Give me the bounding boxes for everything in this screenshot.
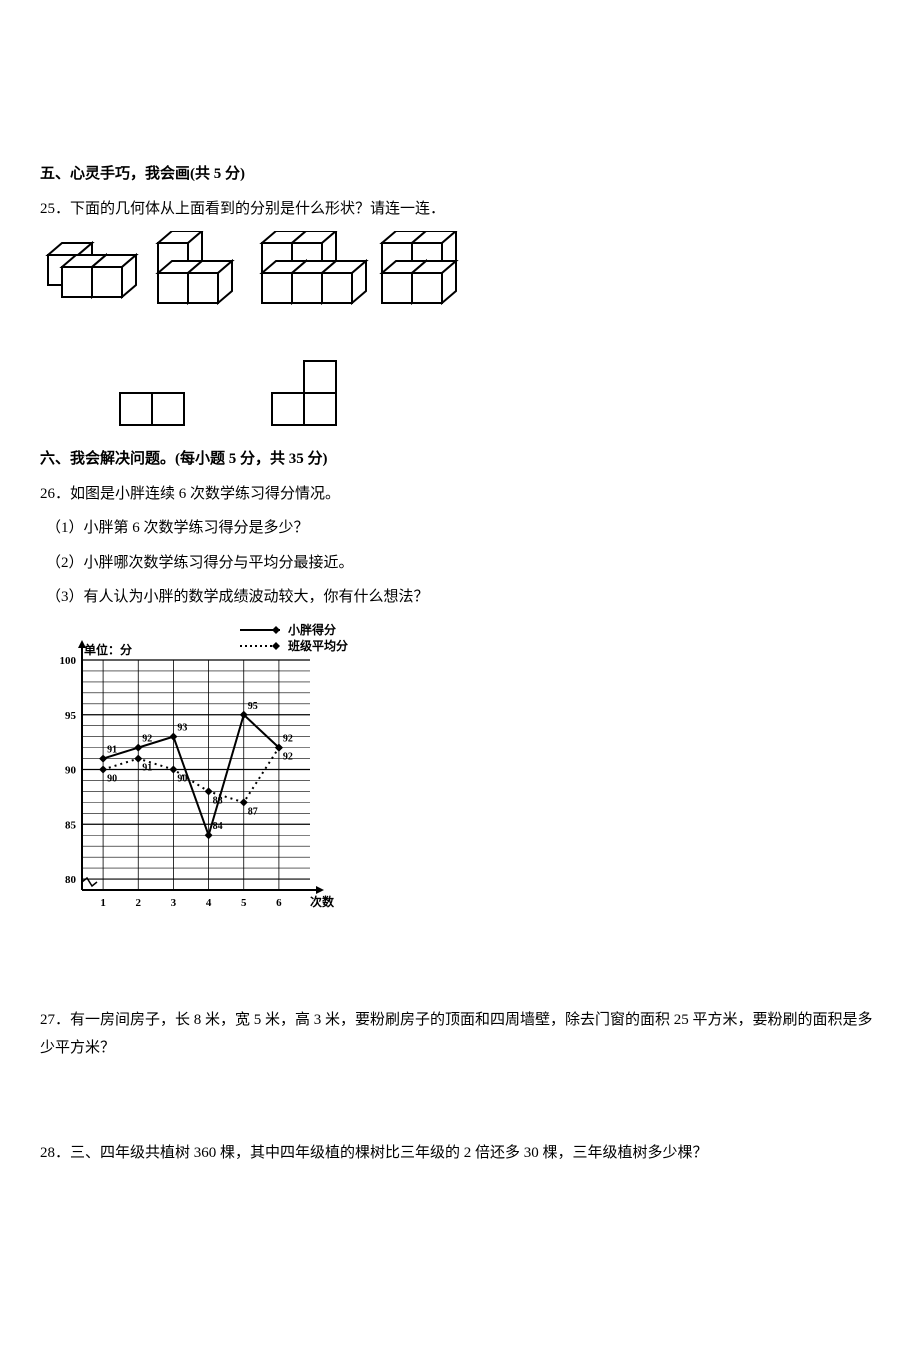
svg-text:6: 6 <box>276 897 282 909</box>
q28-text: 28．三、四年级共植树 360 棵，其中四年级植的棵树比三年级的 2 倍还多 3… <box>40 1139 880 1168</box>
topview-svg <box>40 359 400 435</box>
svg-text:88: 88 <box>213 795 223 806</box>
q26-chart: 小胖得分 班级平均分 单位：分 80 85 90 95 100 1 2 3 4 5 6 次数 91 92 93… <box>40 620 880 920</box>
svg-text:93: 93 <box>177 722 187 733</box>
svg-text:单位：分: 单位：分 <box>84 642 132 657</box>
q26-part1: （1）小胖第 6 次数学练习得分是多少？ <box>40 514 880 543</box>
q27-text: 27．有一房间房子，长 8 米，宽 5 米，高 3 米，要粉刷房子的顶面和四周墙… <box>40 1006 880 1063</box>
svg-text:84: 84 <box>213 821 223 832</box>
q26-stem: 26．如图是小胖连续 6 次数学练习得分情况。 <box>40 480 880 509</box>
svg-text:次数: 次数 <box>310 894 335 909</box>
svg-text:80: 80 <box>65 874 77 886</box>
svg-text:4: 4 <box>206 897 212 909</box>
legend-series2: 班级平均分 <box>288 638 348 653</box>
svg-text:92: 92 <box>283 733 293 744</box>
svg-text:1: 1 <box>100 897 106 909</box>
svg-text:95: 95 <box>65 709 77 721</box>
q25-topview-figures <box>40 359 880 435</box>
q26-part3: （3）有人认为小胖的数学成绩波动较大，你有什么想法？ <box>40 583 880 612</box>
section-6-heading: 六、我会解决问题。(每小题 5 分，共 35 分) <box>40 445 880 474</box>
svg-text:5: 5 <box>241 897 247 909</box>
q26-part2: （2）小胖哪次数学练习得分与平均分最接近。 <box>40 549 880 578</box>
svg-text:2: 2 <box>136 897 142 909</box>
svg-text:90: 90 <box>177 773 187 784</box>
legend-series1: 小胖得分 <box>288 622 336 637</box>
svg-text:91: 91 <box>107 744 117 755</box>
svg-text:95: 95 <box>248 700 258 711</box>
svg-text:90: 90 <box>65 764 77 776</box>
svg-text:87: 87 <box>248 806 258 817</box>
svg-text:100: 100 <box>60 655 77 667</box>
line-chart: 小胖得分 班级平均分 单位：分 80 85 90 95 100 1 2 3 4 5 6 次数 91 92 93… <box>40 620 380 920</box>
svg-text:92: 92 <box>283 751 293 762</box>
cubes-svg <box>40 231 470 319</box>
svg-text:92: 92 <box>142 733 152 744</box>
section-5-heading: 五、心灵手巧，我会画(共 5 分) <box>40 160 880 189</box>
svg-text:3: 3 <box>171 897 177 909</box>
q25-3d-figures <box>40 231 880 319</box>
q25-text: 25．下面的几何体从上面看到的分别是什么形状？请连一连． <box>40 195 880 224</box>
svg-text:85: 85 <box>65 819 77 831</box>
svg-text:91: 91 <box>142 762 152 773</box>
svg-text:90: 90 <box>107 773 117 784</box>
